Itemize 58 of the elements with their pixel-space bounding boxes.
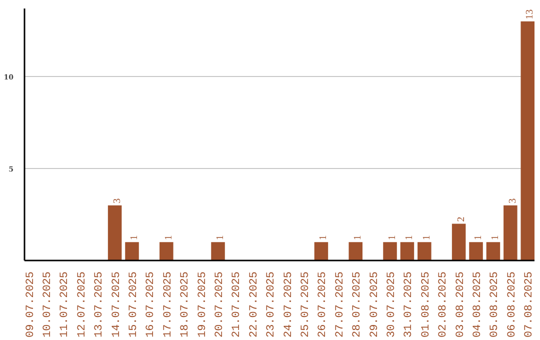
x-tick-label: 27.07.2025 — [334, 271, 346, 338]
data-label: 1 — [215, 235, 226, 240]
bar — [314, 242, 328, 260]
bar — [400, 242, 414, 260]
x-tick-label: 05.08.2025 — [489, 271, 502, 338]
bar — [125, 242, 139, 260]
bar — [469, 242, 483, 260]
x-tick-label: 09.07.2025 — [24, 271, 37, 338]
data-label: 1 — [421, 235, 432, 240]
x-tick-label: 16.07.2025 — [145, 271, 158, 338]
x-tick-label: 03.08.2025 — [454, 271, 467, 338]
data-label: 2 — [456, 216, 467, 222]
x-tick-label: 19.07.2025 — [196, 271, 209, 338]
x-tick-label: 26.07.2025 — [317, 271, 330, 338]
bar — [418, 242, 432, 260]
x-tick-label: 20.07.2025 — [214, 271, 226, 338]
x-tick-label: 06.08.2025 — [506, 271, 518, 338]
x-tick-label: 25.07.2025 — [300, 271, 312, 338]
x-tick-label: 23.07.2025 — [266, 271, 278, 338]
bar — [452, 224, 466, 260]
bar — [348, 242, 362, 260]
x-tick-label: 01.08.2025 — [420, 271, 432, 338]
data-label: 1 — [352, 235, 364, 240]
x-tick-label: 29.07.2025 — [368, 271, 381, 338]
x-tick-label: 22.07.2025 — [248, 271, 260, 338]
data-label: 1 — [318, 235, 330, 240]
data-label: 13 — [524, 9, 536, 20]
data-label: 1 — [129, 235, 140, 240]
x-tick-label: 04.08.2025 — [472, 271, 484, 338]
x-tick-label: 17.07.2025 — [162, 271, 174, 338]
data-label: 1 — [163, 235, 174, 240]
bar — [504, 205, 518, 260]
x-tick-label: 18.07.2025 — [180, 271, 192, 338]
bar — [520, 21, 534, 260]
data-label: 3 — [112, 198, 123, 204]
bar — [383, 242, 397, 260]
bar — [486, 242, 500, 260]
x-tick-label: 28.07.2025 — [352, 271, 364, 338]
x-tick-label: 11.07.2025 — [59, 271, 72, 338]
x-tick-label: 13.07.2025 — [94, 271, 106, 338]
x-tick-label: 24.07.2025 — [282, 271, 295, 338]
x-tick-label: 02.08.2025 — [438, 271, 450, 338]
data-label: 3 — [507, 198, 518, 204]
data-label: 1 — [404, 235, 416, 240]
x-tick-label: 10.07.2025 — [42, 271, 54, 338]
x-tick-label: 12.07.2025 — [76, 271, 88, 338]
data-label: 1 — [473, 235, 484, 240]
x-tick-label: 21.07.2025 — [231, 271, 244, 338]
data-label: 1 — [490, 235, 502, 240]
bar — [160, 242, 174, 260]
bar — [108, 205, 122, 260]
bar — [211, 242, 225, 260]
x-tick-label: 07.08.2025 — [524, 271, 536, 338]
x-tick-label: 15.07.2025 — [128, 271, 140, 338]
x-tick-label: 31.07.2025 — [403, 271, 416, 338]
data-label: 1 — [387, 235, 398, 240]
x-tick-label: 30.07.2025 — [386, 271, 398, 338]
x-tick-label: 14.07.2025 — [110, 271, 123, 338]
